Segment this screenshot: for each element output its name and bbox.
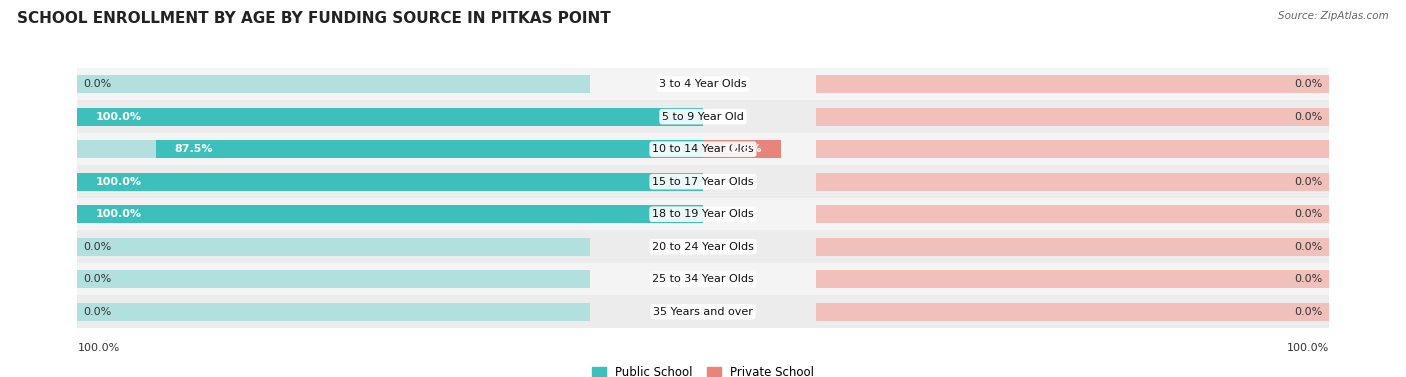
Bar — [815, 75, 1329, 93]
Text: 0.0%: 0.0% — [1294, 79, 1323, 89]
Text: 18 to 19 Year Olds: 18 to 19 Year Olds — [652, 209, 754, 219]
Bar — [77, 198, 1329, 230]
Bar — [77, 270, 591, 288]
Bar — [77, 263, 1329, 296]
Text: Source: ZipAtlas.com: Source: ZipAtlas.com — [1278, 11, 1389, 21]
Bar — [815, 140, 1329, 158]
Bar — [77, 140, 591, 158]
Bar — [815, 205, 1329, 223]
Bar — [77, 173, 591, 191]
Text: 0.0%: 0.0% — [1294, 242, 1323, 252]
Text: 12.5%: 12.5% — [724, 144, 762, 154]
Text: 100.0%: 100.0% — [77, 343, 120, 353]
Legend: Public School, Private School: Public School, Private School — [592, 366, 814, 377]
Text: 0.0%: 0.0% — [83, 242, 112, 252]
Text: 35 Years and over: 35 Years and over — [652, 307, 754, 317]
Text: 0.0%: 0.0% — [1294, 209, 1323, 219]
Text: 0.0%: 0.0% — [1294, 112, 1323, 122]
Text: 0.0%: 0.0% — [1294, 274, 1323, 284]
Text: 25 to 34 Year Olds: 25 to 34 Year Olds — [652, 274, 754, 284]
Bar — [703, 140, 782, 158]
Bar — [815, 238, 1329, 256]
Bar — [815, 303, 1329, 321]
Bar — [156, 140, 703, 158]
Bar — [77, 173, 703, 191]
Bar — [77, 205, 703, 223]
Bar — [77, 108, 591, 126]
Text: 87.5%: 87.5% — [174, 144, 212, 154]
Bar — [77, 205, 591, 223]
Bar — [815, 108, 1329, 126]
Text: 100.0%: 100.0% — [1286, 343, 1329, 353]
Text: 5 to 9 Year Old: 5 to 9 Year Old — [662, 112, 744, 122]
Bar — [77, 296, 1329, 328]
Bar — [77, 133, 1329, 166]
Text: 20 to 24 Year Olds: 20 to 24 Year Olds — [652, 242, 754, 252]
Bar — [77, 68, 1329, 100]
Bar — [77, 166, 1329, 198]
Text: 0.0%: 0.0% — [83, 274, 112, 284]
Text: 3 to 4 Year Olds: 3 to 4 Year Olds — [659, 79, 747, 89]
Text: 100.0%: 100.0% — [96, 177, 142, 187]
Text: 0.0%: 0.0% — [83, 307, 112, 317]
Bar — [815, 173, 1329, 191]
Bar — [77, 303, 591, 321]
Bar — [815, 270, 1329, 288]
Text: 100.0%: 100.0% — [96, 112, 142, 122]
Bar — [77, 108, 703, 126]
Bar — [77, 100, 1329, 133]
Text: 10 to 14 Year Olds: 10 to 14 Year Olds — [652, 144, 754, 154]
Text: 0.0%: 0.0% — [1294, 307, 1323, 317]
Bar — [77, 75, 591, 93]
Text: 0.0%: 0.0% — [83, 79, 112, 89]
Text: 15 to 17 Year Olds: 15 to 17 Year Olds — [652, 177, 754, 187]
Text: 100.0%: 100.0% — [96, 209, 142, 219]
Bar — [77, 238, 591, 256]
Bar — [77, 230, 1329, 263]
Text: 0.0%: 0.0% — [1294, 177, 1323, 187]
Text: SCHOOL ENROLLMENT BY AGE BY FUNDING SOURCE IN PITKAS POINT: SCHOOL ENROLLMENT BY AGE BY FUNDING SOUR… — [17, 11, 610, 26]
